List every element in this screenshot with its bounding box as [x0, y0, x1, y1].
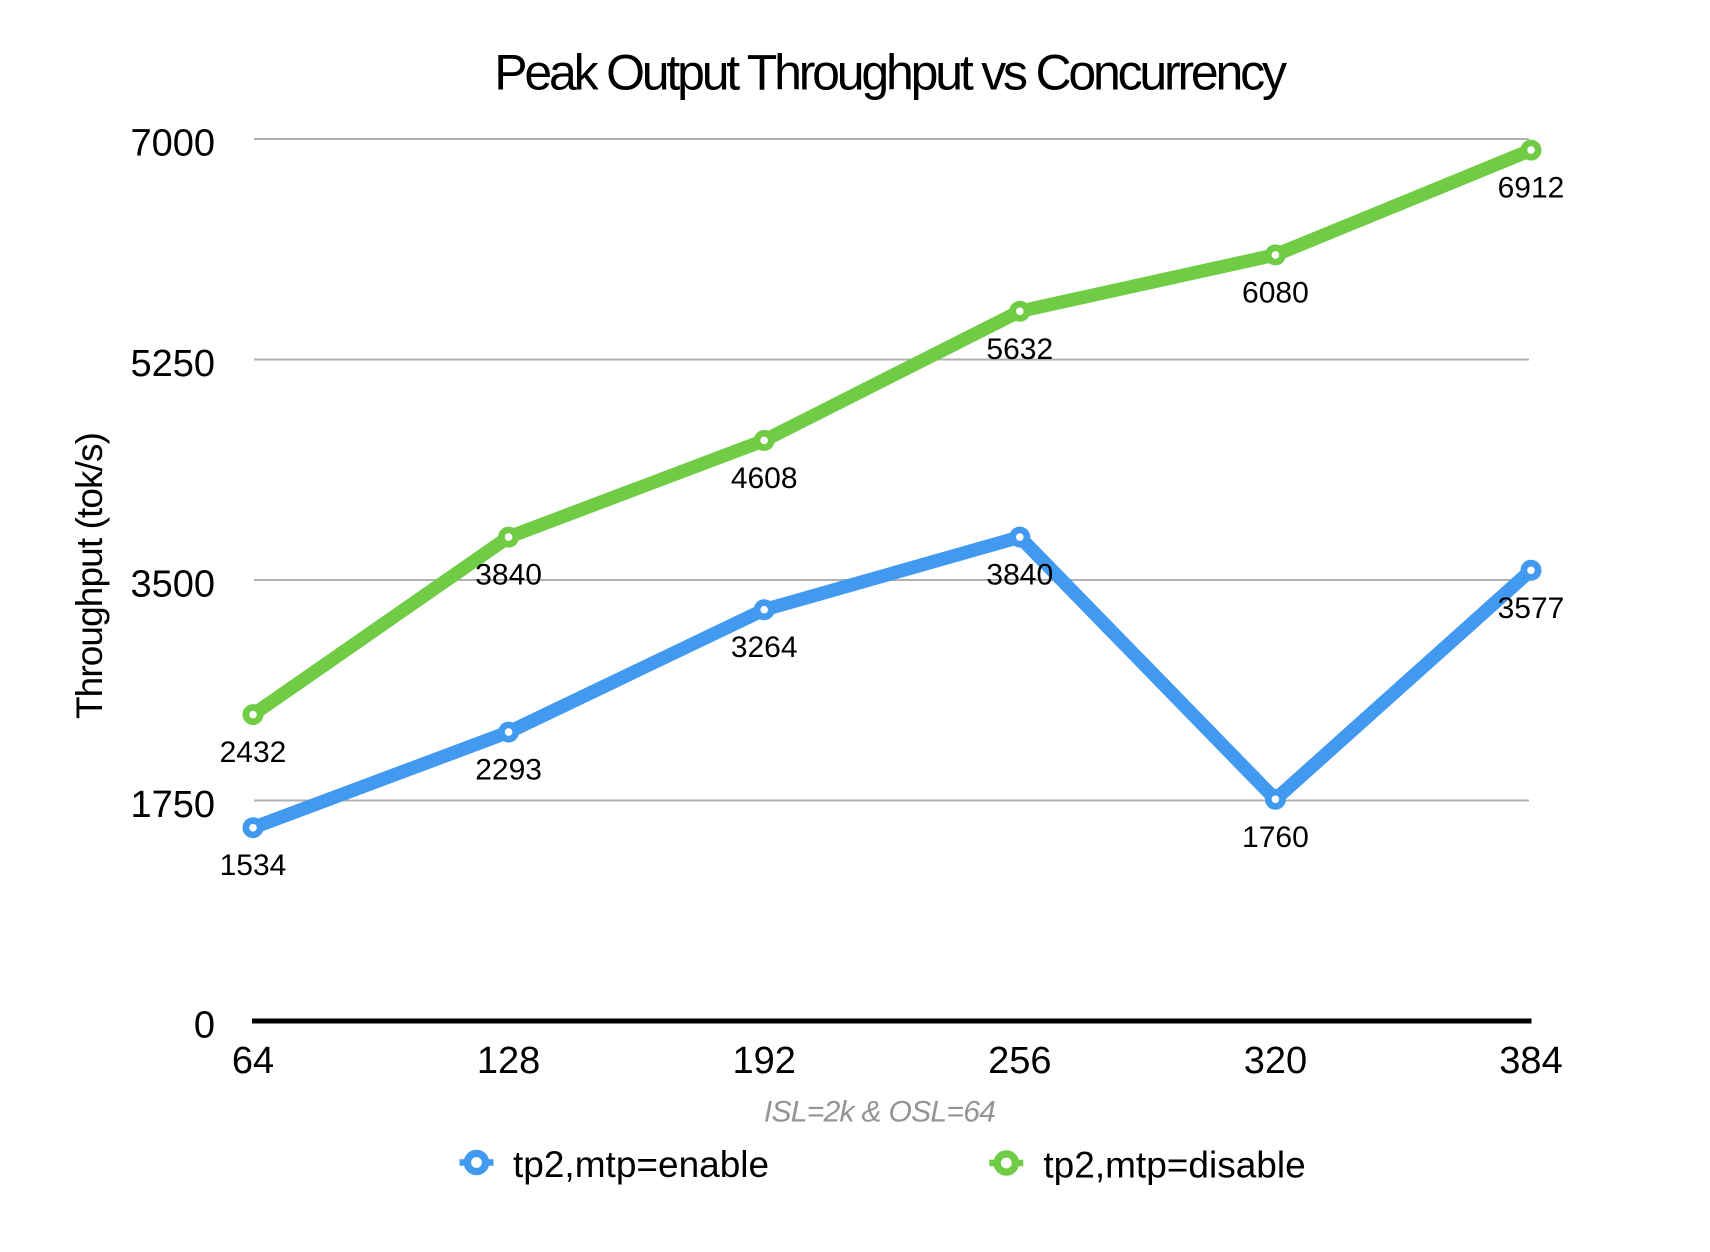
svg-text:3840: 3840 — [475, 559, 542, 592]
svg-text:ISL=2k & OSL=64: ISL=2k & OSL=64 — [764, 1096, 995, 1129]
svg-text:2432: 2432 — [220, 736, 287, 769]
svg-text:1750: 1750 — [130, 784, 215, 826]
svg-text:6912: 6912 — [1498, 172, 1565, 205]
svg-text:2293: 2293 — [475, 754, 542, 787]
svg-text:128: 128 — [477, 1040, 540, 1082]
svg-text:3264: 3264 — [731, 631, 798, 664]
svg-text:0: 0 — [194, 1005, 215, 1047]
svg-text:3500: 3500 — [130, 564, 215, 606]
svg-text:4608: 4608 — [731, 462, 798, 495]
svg-text:6080: 6080 — [1242, 276, 1309, 309]
svg-text:3577: 3577 — [1498, 592, 1565, 625]
svg-text:1760: 1760 — [1242, 821, 1309, 854]
svg-text:5250: 5250 — [130, 343, 215, 385]
svg-text:Throughput (tok/s): Throughput (tok/s) — [69, 433, 110, 719]
svg-text:tp2,mtp=disable: tp2,mtp=disable — [1043, 1145, 1305, 1186]
svg-text:256: 256 — [988, 1040, 1051, 1082]
svg-text:Peak Output Throughput vs Conc: Peak Output Throughput vs Concurrency — [494, 44, 1287, 100]
svg-text:3840: 3840 — [986, 559, 1053, 592]
svg-text:1534: 1534 — [220, 849, 287, 882]
svg-text:tp2,mtp=enable: tp2,mtp=enable — [513, 1144, 769, 1185]
svg-text:7000: 7000 — [130, 123, 215, 165]
svg-text:64: 64 — [232, 1040, 274, 1082]
svg-text:384: 384 — [1499, 1040, 1562, 1082]
svg-text:5632: 5632 — [986, 333, 1053, 366]
svg-text:320: 320 — [1244, 1040, 1307, 1082]
svg-text:192: 192 — [732, 1040, 795, 1082]
